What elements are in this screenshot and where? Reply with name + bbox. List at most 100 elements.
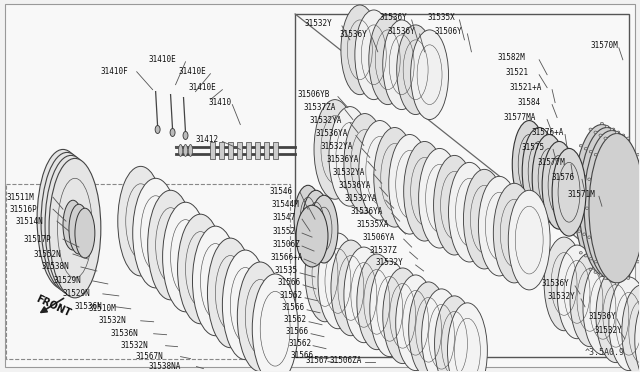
Ellipse shape	[588, 236, 591, 238]
Text: 31532Y: 31532Y	[547, 292, 575, 301]
Ellipse shape	[627, 147, 630, 150]
Text: 31514N: 31514N	[15, 217, 43, 226]
Ellipse shape	[179, 144, 182, 156]
Bar	[246, 142, 252, 159]
Ellipse shape	[207, 238, 253, 348]
Text: 31562: 31562	[288, 339, 311, 348]
Text: 31566: 31566	[281, 303, 304, 312]
Ellipse shape	[296, 205, 328, 267]
Text: 31567N: 31567N	[136, 352, 163, 361]
Ellipse shape	[583, 175, 586, 177]
Ellipse shape	[599, 274, 602, 276]
Ellipse shape	[594, 131, 597, 134]
Ellipse shape	[622, 285, 640, 372]
Text: 31535X: 31535X	[428, 13, 455, 22]
Ellipse shape	[616, 283, 618, 285]
Ellipse shape	[586, 207, 588, 209]
Ellipse shape	[189, 144, 193, 156]
Text: 31582M: 31582M	[497, 53, 525, 62]
Text: 31566+A: 31566+A	[270, 253, 303, 262]
Text: 31544M: 31544M	[271, 200, 299, 209]
Text: 31546: 31546	[269, 187, 292, 196]
Bar	[237, 142, 243, 159]
Ellipse shape	[575, 201, 579, 203]
Ellipse shape	[599, 134, 602, 137]
Text: 31536Y: 31536Y	[589, 312, 617, 321]
Text: 31535XA: 31535XA	[357, 219, 389, 229]
Ellipse shape	[75, 208, 95, 258]
Ellipse shape	[183, 131, 188, 140]
Text: 31410F: 31410F	[101, 67, 129, 76]
Ellipse shape	[552, 148, 586, 236]
Ellipse shape	[578, 172, 580, 174]
Ellipse shape	[404, 141, 445, 241]
Text: 31536YA: 31536YA	[351, 207, 383, 216]
Ellipse shape	[294, 185, 322, 253]
Text: 31570M: 31570M	[591, 41, 619, 50]
Text: 31536Y: 31536Y	[388, 28, 415, 36]
Ellipse shape	[612, 268, 615, 270]
Ellipse shape	[118, 166, 164, 276]
Text: 31571M: 31571M	[567, 190, 595, 199]
Text: 31506Z: 31506Z	[272, 240, 300, 248]
Ellipse shape	[329, 107, 371, 206]
Ellipse shape	[522, 128, 556, 215]
Ellipse shape	[302, 190, 330, 258]
Ellipse shape	[163, 202, 209, 312]
Ellipse shape	[184, 144, 188, 156]
Ellipse shape	[579, 144, 582, 147]
Ellipse shape	[584, 147, 588, 150]
Ellipse shape	[435, 296, 474, 372]
Ellipse shape	[583, 233, 586, 235]
Ellipse shape	[637, 260, 639, 263]
Ellipse shape	[579, 128, 635, 277]
Ellipse shape	[627, 254, 630, 257]
Text: 31577MA: 31577MA	[503, 113, 536, 122]
Ellipse shape	[305, 226, 345, 322]
Text: 31529N: 31529N	[53, 276, 81, 285]
Text: 31538NA: 31538NA	[148, 362, 181, 371]
Ellipse shape	[49, 158, 101, 298]
Ellipse shape	[622, 274, 625, 276]
Ellipse shape	[374, 128, 415, 227]
Ellipse shape	[63, 200, 83, 250]
Ellipse shape	[617, 131, 620, 134]
Ellipse shape	[357, 254, 397, 350]
Ellipse shape	[588, 178, 591, 180]
Bar	[211, 142, 216, 159]
Text: 31566: 31566	[277, 278, 300, 288]
Ellipse shape	[41, 153, 93, 292]
Ellipse shape	[583, 261, 623, 355]
Text: 31532YA: 31532YA	[321, 142, 353, 151]
Ellipse shape	[422, 289, 461, 372]
Bar	[255, 142, 260, 159]
Text: 31532N: 31532N	[99, 316, 127, 325]
Text: 31506YB: 31506YB	[297, 90, 330, 99]
Text: 31532Y: 31532Y	[595, 326, 623, 335]
Ellipse shape	[574, 125, 630, 274]
Ellipse shape	[579, 251, 582, 254]
Ellipse shape	[132, 178, 179, 288]
Ellipse shape	[636, 201, 638, 203]
Ellipse shape	[409, 282, 449, 372]
Text: 31536YA: 31536YA	[327, 155, 359, 164]
Ellipse shape	[573, 169, 576, 171]
Ellipse shape	[633, 230, 636, 232]
Ellipse shape	[331, 240, 371, 336]
Ellipse shape	[584, 131, 640, 280]
Bar	[273, 142, 278, 159]
Ellipse shape	[512, 121, 546, 208]
Text: 31535: 31535	[274, 266, 298, 275]
Text: 31506ZA: 31506ZA	[330, 356, 362, 365]
Text: 31584: 31584	[517, 98, 540, 107]
Ellipse shape	[37, 150, 89, 289]
Ellipse shape	[570, 253, 610, 347]
Ellipse shape	[584, 254, 588, 257]
Ellipse shape	[600, 274, 604, 276]
Ellipse shape	[170, 128, 175, 137]
Text: 31410: 31410	[209, 98, 232, 107]
Text: 31532Y: 31532Y	[376, 259, 404, 267]
Ellipse shape	[630, 198, 634, 201]
Ellipse shape	[369, 15, 406, 105]
Ellipse shape	[628, 169, 631, 171]
